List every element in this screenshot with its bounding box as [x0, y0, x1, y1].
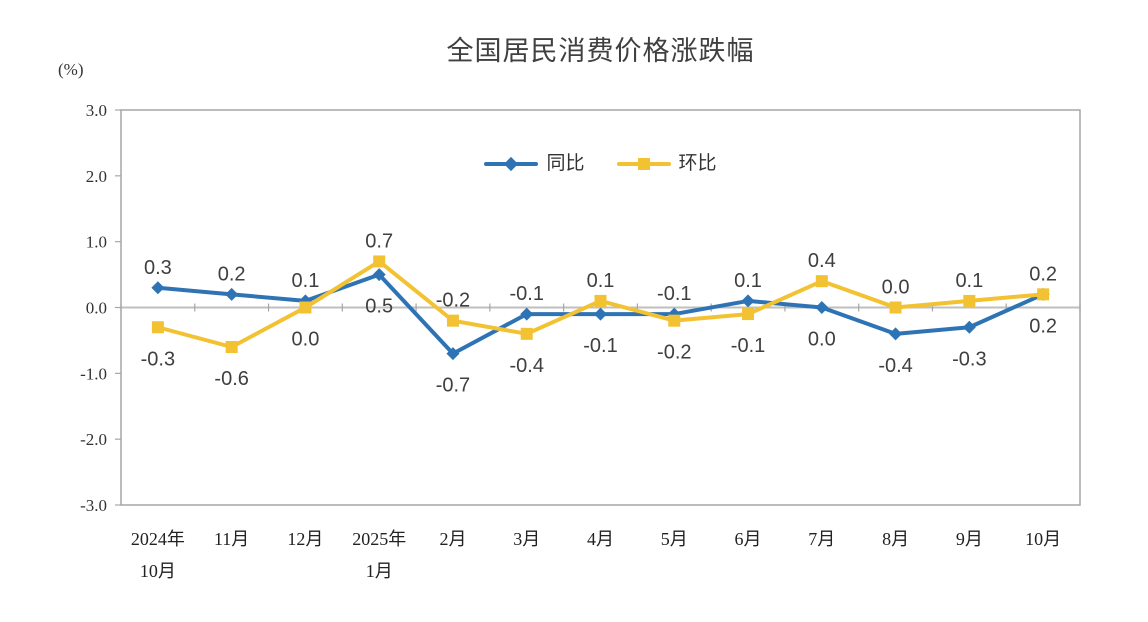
x-tick-label: 6月	[735, 529, 762, 549]
mom-data-point-marker	[151, 321, 164, 334]
mom-data-label: -0.1	[731, 335, 765, 357]
x-tick-label: 10月	[1025, 529, 1061, 549]
y-tick-label: 1.0	[86, 233, 107, 252]
yoy-data-label: -0.4	[878, 355, 912, 377]
yoy-data-label: 0.1	[734, 270, 762, 292]
yoy-data-label: -0.7	[436, 375, 470, 397]
mom-data-point-marker	[225, 341, 238, 353]
x-axis-labels: 2024年 10月 11月 12月 2025年 1月 2月 3月 4月 5月 6月 7月 8月 9月 10月	[131, 529, 1061, 581]
x-tick-label: 9月	[956, 529, 983, 549]
yoy-data-label: 0.0	[808, 329, 836, 351]
mom-data-label: 0.2	[1029, 263, 1057, 285]
x-tick-label: 7月	[808, 529, 835, 549]
yoy-data-label: -0.1	[657, 283, 691, 305]
x-tick-label: 8月	[882, 529, 909, 549]
mom-data-label: -0.3	[141, 348, 175, 370]
chart-legend: 同比 环比	[121, 153, 1080, 174]
yoy-line-diamond-marker-icon	[484, 156, 539, 172]
mom-data-label: -0.2	[436, 290, 470, 312]
mom-data-point-marker	[742, 308, 755, 321]
mom-data-label: -0.6	[214, 368, 248, 390]
yoy-data-label: 0.5	[365, 296, 393, 318]
x-tick-label: 2024年	[131, 529, 185, 549]
mom-data-label: 0.0	[882, 277, 910, 299]
series-line-mom	[151, 255, 1050, 353]
x-tick-label: 11月	[214, 529, 249, 549]
data-labels: 0.3 -0.3 0.2 -0.6 0.1 0.0 0.5 0.7 -0.7 -0.2 -0.1 -0…	[141, 230, 1057, 396]
yoy-data-point-marker	[962, 320, 976, 334]
yoy-data-label: 0.2	[218, 263, 246, 285]
x-tick-label: 4月	[587, 529, 614, 549]
mom-data-label: -0.4	[509, 355, 543, 377]
legend-label-mom: 环比	[678, 153, 717, 174]
yoy-data-point-marker	[889, 327, 903, 341]
mom-data-label: 0.1	[587, 270, 615, 292]
yoy-data-label: 0.3	[144, 257, 172, 279]
mom-data-point-marker	[668, 314, 681, 327]
mom-line-square-marker-icon	[616, 158, 671, 170]
mom-data-point-marker	[963, 294, 976, 307]
yoy-data-point-marker	[446, 347, 460, 361]
x-tick-label: 3月	[513, 529, 540, 549]
mom-data-label: 0.1	[955, 270, 983, 292]
mom-data-point-marker	[815, 275, 828, 288]
yoy-data-point-marker	[594, 307, 607, 321]
x-tick-label: 5月	[661, 529, 688, 549]
mom-data-point-marker	[1037, 288, 1050, 301]
mom-data-label: 0.4	[808, 250, 836, 272]
chart-title: 全国居民消费价格涨跌幅	[446, 36, 755, 66]
yoy-data-label: -0.1	[509, 283, 543, 305]
y-tick-label: 3.0	[86, 101, 107, 120]
y-tick-label: -1.0	[80, 364, 107, 383]
yoy-data-point-marker	[151, 281, 165, 295]
legend-item-mom: 环比	[616, 153, 717, 174]
y-tick-label: -2.0	[80, 430, 107, 449]
yoy-data-point-marker	[520, 307, 534, 321]
yoy-data-point-marker	[815, 301, 829, 314]
y-tick-label: 2.0	[86, 167, 107, 186]
y-tick-label: -3.0	[80, 496, 107, 515]
mom-data-point-marker	[446, 314, 459, 327]
x-tick-label: 2月	[439, 529, 466, 549]
y-tick-label: 0.0	[86, 299, 107, 318]
yoy-data-point-marker	[741, 294, 755, 308]
yoy-data-point-marker	[225, 287, 239, 301]
mom-data-label: -0.2	[657, 342, 691, 364]
legend-item-yoy: 同比	[484, 153, 585, 174]
yoy-data-point-marker	[372, 268, 386, 282]
mom-data-label: 0.7	[365, 230, 393, 252]
mom-data-point-marker	[594, 294, 607, 307]
y-axis-unit-label: (%)	[58, 60, 84, 79]
x-tick-label: 12月	[287, 529, 323, 549]
yoy-data-label: 0.2	[1029, 315, 1057, 337]
x-tick-label: 1月	[366, 561, 393, 581]
yoy-data-label: 0.1	[292, 270, 320, 292]
mom-data-label: 0.0	[292, 329, 320, 351]
x-tick-label: 2025年	[352, 529, 406, 549]
mom-data-point-marker	[373, 255, 386, 268]
yoy-data-label: -0.3	[952, 348, 986, 370]
mom-data-point-marker	[299, 301, 312, 314]
y-axis: 3.0 2.0 1.0 0.0 -1.0 -2.0 -3.0	[80, 101, 121, 515]
mom-data-point-marker	[889, 301, 902, 314]
yoy-data-label: -0.1	[583, 335, 617, 357]
x-tick-label: 10月	[140, 561, 176, 581]
mom-data-point-marker	[520, 327, 533, 340]
legend-label-yoy: 同比	[546, 153, 585, 174]
